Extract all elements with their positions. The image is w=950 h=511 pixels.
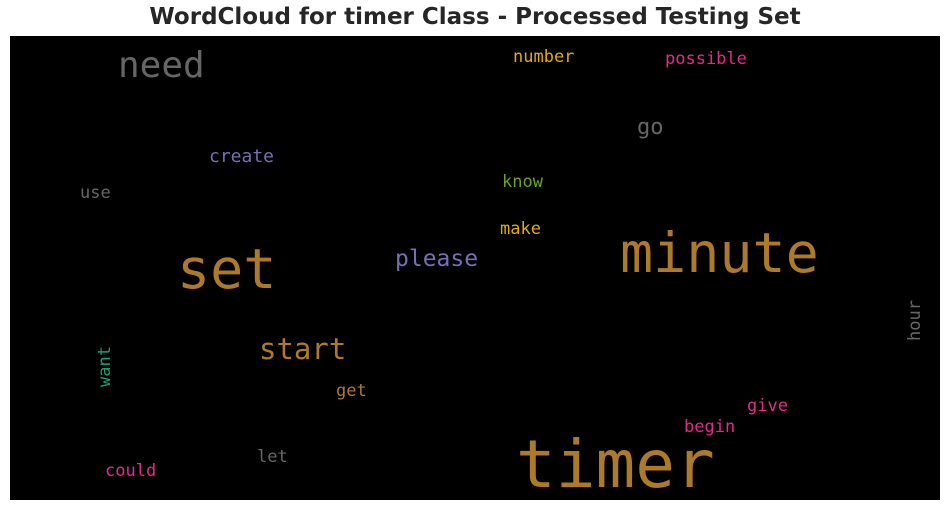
word-please: please (395, 248, 478, 271)
word-create: create (209, 148, 274, 166)
word-number: number (513, 49, 574, 66)
word-possible: possible (665, 51, 747, 68)
word-get: get (336, 383, 367, 400)
word-let: let (257, 449, 288, 466)
word-could: could (105, 463, 156, 480)
word-cloud-canvas: timer minute set need start please go cr… (10, 36, 940, 500)
word-timer: timer (516, 432, 715, 498)
word-need: need (118, 48, 205, 84)
word-start: start (259, 335, 346, 364)
word-begin: begin (684, 419, 735, 436)
word-make: make (500, 221, 541, 238)
word-hour: hour (907, 300, 924, 341)
chart-title: WordCloud for timer Class - Processed Te… (0, 4, 950, 30)
word-go: go (637, 117, 664, 139)
word-use: use (80, 185, 111, 202)
word-set: set (177, 242, 276, 297)
word-want: want (97, 346, 114, 387)
word-minute: minute (620, 226, 819, 281)
word-know: know (502, 174, 543, 191)
word-give: give (747, 398, 788, 415)
